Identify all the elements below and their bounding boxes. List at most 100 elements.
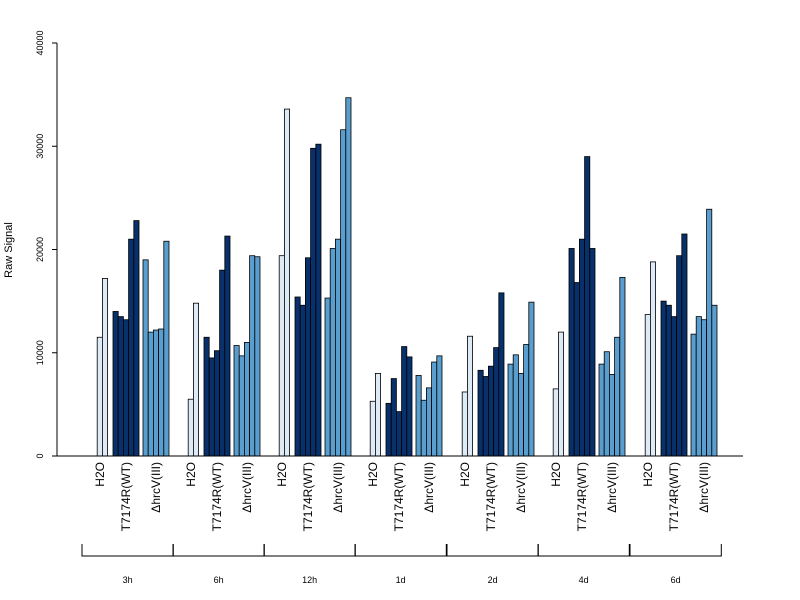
bar <box>665 304 672 457</box>
bar <box>315 143 322 457</box>
bar <box>431 361 438 457</box>
bar <box>644 314 651 457</box>
treatment-label: ΔhrcV(III) <box>240 462 254 513</box>
time-point-groups: 3h 6h 12h 1d 2d 4d 6d <box>81 544 722 585</box>
bar <box>369 400 376 457</box>
bar <box>681 233 688 457</box>
bar <box>584 156 591 457</box>
bar <box>152 329 159 457</box>
bar <box>512 354 519 457</box>
bar <box>598 363 605 457</box>
group-bracket <box>537 544 630 557</box>
bar <box>233 345 240 457</box>
treatment-label: ΔhrcV(III) <box>605 462 619 513</box>
treatment-label: T7174R(WT) <box>575 462 589 531</box>
bar <box>278 255 285 457</box>
bar <box>558 331 565 457</box>
group-bracket <box>81 544 174 557</box>
bar <box>603 351 610 457</box>
bar <box>133 220 140 457</box>
y-tick-label: 0 <box>35 453 45 458</box>
bar <box>523 344 530 457</box>
bar <box>117 316 124 457</box>
bar <box>187 398 194 457</box>
time-point-label: 6d <box>671 575 681 585</box>
bar <box>192 302 199 457</box>
group-bracket <box>629 544 722 557</box>
bar <box>420 399 427 457</box>
treatment-label: ΔhrcV(III) <box>331 462 345 513</box>
bar <box>676 255 683 457</box>
bar <box>340 129 347 457</box>
bar <box>112 311 119 457</box>
treatment-label: H2O <box>93 462 107 487</box>
bar <box>213 350 220 457</box>
treatment-label: ΔhrcV(III) <box>514 462 528 513</box>
group-bracket <box>446 544 539 557</box>
y-tick-label: 40000 <box>35 30 45 55</box>
bar <box>552 388 559 457</box>
bar <box>406 356 413 457</box>
bar <box>498 292 505 457</box>
bar <box>254 256 261 457</box>
bar <box>436 355 443 457</box>
bar <box>243 342 250 457</box>
bar <box>650 261 657 457</box>
y-axis-label: Raw Signal <box>3 222 15 278</box>
bar <box>390 378 397 457</box>
treatment-label: ΔhrcV(III) <box>697 462 711 513</box>
bar <box>493 347 500 457</box>
time-point-label: 3h <box>123 575 133 585</box>
treatment-label: H2O <box>641 462 655 487</box>
treatment-label: T7174R(WT) <box>392 462 406 531</box>
bar <box>238 355 245 457</box>
bar <box>345 97 352 457</box>
treatment-labels: H2O T7174R(WT) ΔhrcV(III) H2O T7174R(WT) Δhrc… <box>93 462 711 531</box>
time-point-label: 1d <box>396 575 406 585</box>
bar <box>385 402 392 457</box>
bar <box>425 387 432 457</box>
bar <box>128 238 135 457</box>
bar <box>147 331 154 457</box>
bar <box>299 304 306 457</box>
treatment-label: T7174R(WT) <box>484 462 498 531</box>
treatment-label: ΔhrcV(III) <box>422 462 436 513</box>
bar <box>466 335 473 457</box>
treatment-label: T7174R(WT) <box>210 462 224 531</box>
bar <box>401 346 408 457</box>
bar <box>660 300 667 457</box>
bar <box>518 372 525 457</box>
bar <box>329 248 336 457</box>
bar <box>310 147 317 457</box>
bar <box>695 316 702 457</box>
group-bracket <box>263 544 356 557</box>
time-point-label: 6h <box>214 575 224 585</box>
bar <box>294 296 301 457</box>
bar <box>142 259 149 457</box>
bar <box>219 269 226 457</box>
bar <box>324 297 331 457</box>
bar <box>690 333 697 457</box>
bar <box>619 276 626 457</box>
treatment-label: T7174R(WT) <box>301 462 315 531</box>
bars <box>96 97 718 457</box>
bar <box>224 235 231 457</box>
bar <box>461 391 468 457</box>
bar <box>123 319 130 457</box>
bar <box>589 248 596 457</box>
bar <box>568 248 575 457</box>
bar <box>487 365 494 457</box>
bar <box>304 257 311 457</box>
bar <box>579 238 586 457</box>
bar <box>203 336 210 457</box>
treatment-label: T7174R(WT) <box>667 462 681 531</box>
bar <box>706 208 713 457</box>
group-bracket <box>354 544 447 557</box>
bar <box>614 336 621 457</box>
time-point-label: 2d <box>488 575 498 585</box>
time-point-label: 12h <box>302 575 317 585</box>
treatment-label: ΔhrcV(III) <box>149 462 163 513</box>
treatment-label: H2O <box>184 462 198 487</box>
bar <box>374 372 381 457</box>
